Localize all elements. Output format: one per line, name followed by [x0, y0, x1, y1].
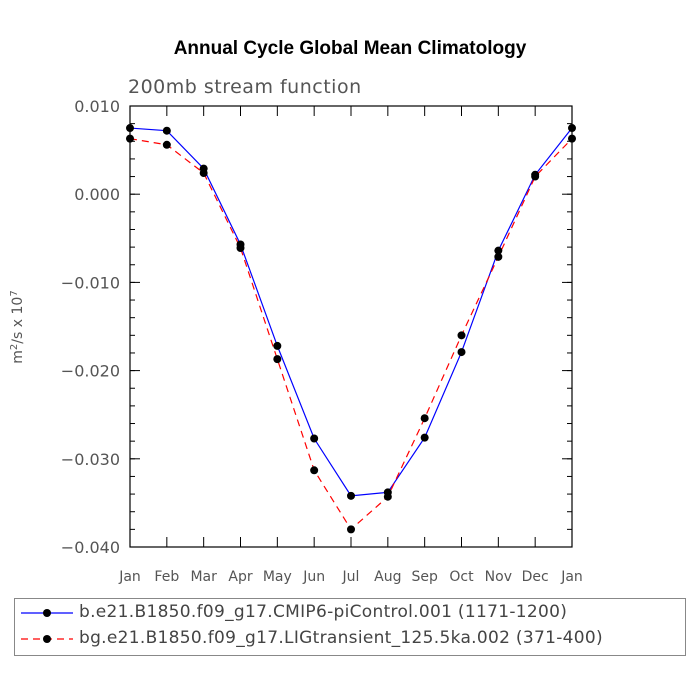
y-tick-label: −0.040 — [61, 538, 120, 557]
series-layer — [126, 124, 576, 534]
x-tick-label: Dec — [522, 569, 549, 585]
data-point-series-1 — [273, 355, 282, 364]
x-tick-label: Jun — [302, 569, 325, 585]
chart-title: Annual Cycle Global Mean Climatology — [173, 38, 527, 59]
x-tick-label: Oct — [449, 569, 474, 585]
legend-item-control: b.e21.B1850.f09_g17.CMIP6-piControl.001 … — [15, 601, 685, 625]
data-point-series-0 — [494, 246, 503, 255]
y-tick-label: −0.020 — [61, 362, 120, 381]
legend: b.e21.B1850.f09_g17.CMIP6-piControl.001 … — [14, 598, 686, 656]
y-tick-label: 0.000 — [74, 185, 120, 204]
data-point-series-1 — [494, 252, 503, 261]
x-tick-label: Jan — [560, 569, 583, 585]
data-point-series-1 — [347, 525, 355, 534]
x-tick-label: Mar — [190, 569, 217, 585]
x-tick-label: Feb — [154, 569, 179, 585]
x-tick-label: Jul — [342, 569, 360, 585]
plot-frame — [129, 105, 573, 548]
series-line-0 — [129, 127, 573, 497]
data-point-series-1 — [126, 134, 134, 143]
data-point-series-1 — [420, 414, 429, 423]
x-tick-label: Aug — [374, 569, 401, 585]
x-tick-label: Nov — [485, 569, 512, 585]
data-point-series-0 — [347, 491, 355, 500]
data-point-series-1 — [568, 134, 576, 143]
data-point-series-1 — [383, 492, 392, 501]
data-point-series-1 — [310, 466, 319, 475]
data-point-series-1 — [236, 244, 245, 253]
series-line-1 — [129, 138, 573, 531]
x-tick-label: May — [263, 569, 292, 585]
x-tick-label: Apr — [228, 569, 252, 585]
data-point-series-0 — [126, 124, 134, 133]
axis-ticks — [129, 105, 573, 548]
data-point-series-1 — [199, 169, 208, 178]
data-point-series-0 — [273, 341, 282, 350]
legend-swatch-dashed — [21, 635, 73, 643]
y-tick-label: 0.010 — [74, 97, 120, 116]
x-tick-label: Jan — [118, 569, 141, 585]
y-axis-label: m2/s x 107 — [9, 290, 27, 363]
legend-label-control: b.e21.B1850.f09_g17.CMIP6-piControl.001 … — [79, 602, 568, 622]
x-tick-labels: Jan Feb Mar Apr May Jun Jul Aug Sep Oct Nov Dec Jan — [118, 569, 583, 585]
legend-item-transient: bg.e21.B1850.f09_g17.LIGtransient_125.5k… — [15, 627, 685, 651]
legend-swatch-solid — [21, 609, 73, 617]
chart-subtitle: 200mb stream function — [128, 76, 362, 98]
data-point-series-0 — [420, 433, 429, 442]
chart-area: 0.010 0.000 −0.010 −0.020 −0.030 −0.040 Jan Fe… — [9, 97, 583, 585]
y-tick-label: −0.030 — [61, 450, 120, 469]
data-point-series-1 — [457, 331, 466, 340]
x-tick-label: Sep — [411, 569, 438, 585]
legend-label-transient: bg.e21.B1850.f09_g17.LIGtransient_125.5k… — [79, 628, 603, 648]
data-point-series-0 — [162, 126, 171, 135]
data-point-series-0 — [310, 434, 319, 443]
data-point-series-1 — [531, 172, 540, 181]
y-tick-label: −0.010 — [61, 273, 120, 292]
data-point-series-1 — [162, 140, 171, 149]
y-tick-labels: 0.010 0.000 −0.010 −0.020 −0.030 −0.040 — [61, 97, 120, 557]
data-point-series-0 — [457, 348, 466, 357]
data-point-series-0 — [568, 124, 576, 133]
